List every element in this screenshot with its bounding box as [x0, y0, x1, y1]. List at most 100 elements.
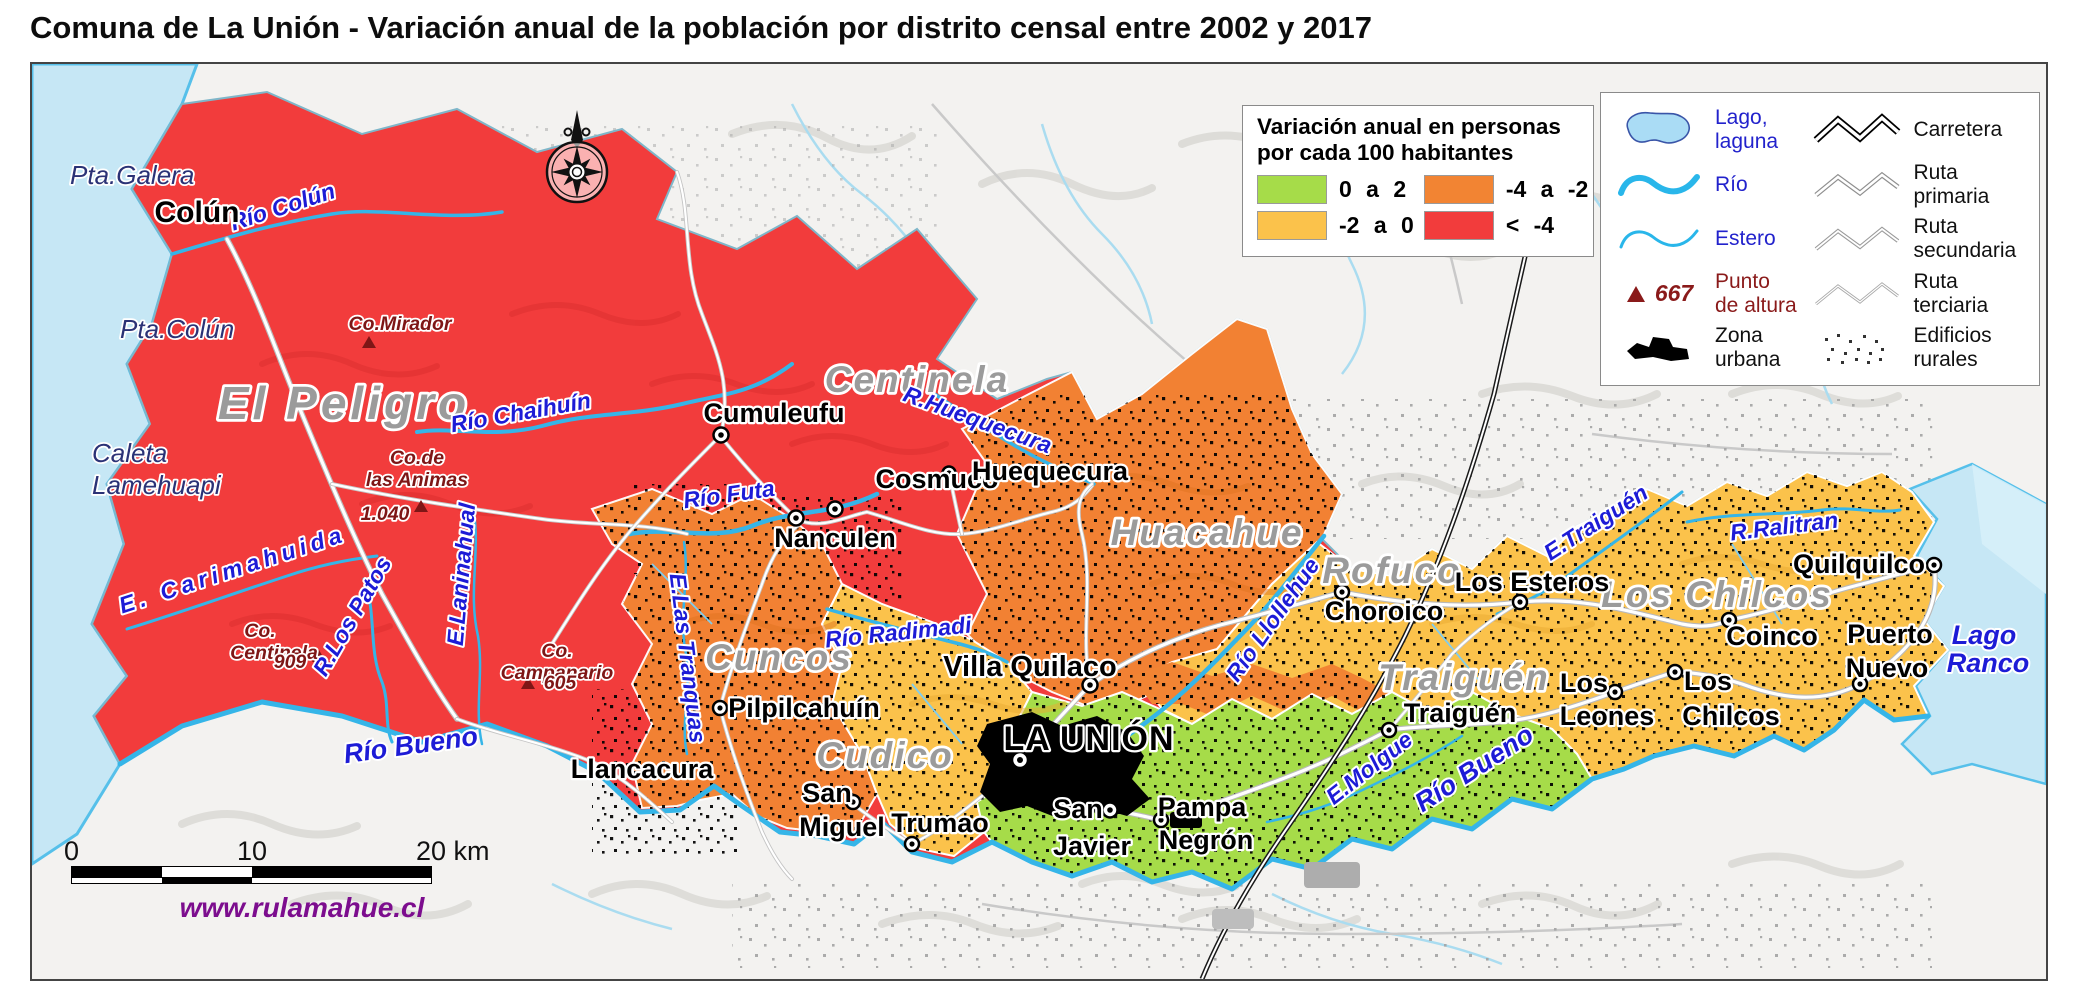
marker-coinco — [1720, 611, 1738, 629]
swatch-red — [1423, 211, 1494, 241]
label-lago-ranco-1: Lago — [1952, 620, 2017, 650]
scale-bar-bottom — [71, 878, 432, 884]
label-town-llancacura: Llancacura — [571, 754, 715, 784]
svg-text:1.040: 1.040 — [361, 503, 410, 525]
label-town-cumuleufu: Cumuleufu — [704, 398, 845, 428]
swatch-orange — [1423, 175, 1494, 205]
marker-huequecura — [941, 465, 957, 481]
legend-variation: Variación anual en personas por cada 100… — [1242, 105, 1594, 257]
marker-villa-quilaco — [1081, 676, 1099, 694]
peak-campanario-icon — [521, 677, 535, 689]
marker-cumuleufu — [712, 426, 730, 444]
legend-river: Río — [1613, 158, 1805, 212]
label-town-villa-quilaco: Villa Quilaco — [943, 651, 1117, 683]
label-town-cosmuco: Cosmuco — [875, 464, 998, 494]
label-town-pilpilcahuin: Pilpilcahuín — [728, 693, 880, 723]
legend-secondary-route: Ruta secundaria — [1811, 212, 2027, 266]
legend-rural-buildings: Edificios rurales — [1811, 321, 2027, 375]
peak-centinela-icon — [312, 650, 326, 662]
peak-labels: Co.Mirador Co.de las Animas 1.040 Co. Ce… — [228, 311, 615, 696]
marker-cosmuco — [826, 500, 844, 518]
label-town-los-leones-1: Los — [1560, 668, 1608, 698]
legend-variation-title-2: por cada 100 habitantes — [1257, 139, 1514, 165]
label-town-puerto-nuevo-2: Nuevo — [1846, 653, 1929, 683]
marker-choroico — [1333, 583, 1351, 601]
label-town-puerto-nuevo-1: Puerto — [1847, 619, 1933, 649]
svg-text:Co.de: Co.de — [390, 447, 444, 469]
rivers — [117, 209, 1931, 892]
lake-icon — [1613, 107, 1705, 153]
marker-pampa-negron — [1152, 811, 1170, 829]
legend-stream: Estero — [1613, 212, 1805, 266]
river-icon — [1613, 167, 1705, 203]
label-town-los-chilcos-1: Los — [1684, 666, 1732, 696]
legend-symbols: Lago, laguna Río Estero 667 Punto de al — [1600, 92, 2040, 386]
label-town-san-javier-2: Javier — [1053, 831, 1132, 861]
town-markers — [711, 426, 1943, 853]
marker-trumao — [903, 835, 921, 853]
legend-tertiary-route: Ruta terciaria — [1811, 267, 2027, 321]
marker-nanculen — [787, 509, 805, 527]
urban-areas — [977, 712, 1360, 929]
label-district-cudico: Cudico — [816, 735, 953, 776]
marker-san-miguel — [844, 793, 862, 811]
rural-buildings-icon — [1811, 328, 1903, 368]
legend-lake: Lago, laguna — [1613, 103, 1805, 157]
label-lago-ranco-2: Ranco — [1947, 648, 2030, 678]
label-town-san-miguel-1: San — [802, 778, 852, 808]
marker-la-union — [1010, 750, 1030, 770]
highway-icon — [1811, 110, 1903, 150]
page-title: Comuna de La Unión - Variación anual de … — [30, 10, 1372, 45]
peak-animas-icon — [414, 500, 428, 512]
legend-primary-route: Ruta primaria — [1811, 158, 2027, 212]
label-pta-galera: Pta.Galera — [70, 160, 194, 190]
swatch-yellow — [1257, 211, 1327, 241]
label-district-huacahue: Huacahue — [1111, 512, 1304, 553]
label-town-pampa-negron-1: Pampa — [1158, 792, 1248, 822]
legend-class--4--2: -4 a -2 — [1423, 172, 1588, 208]
urban-zone-icon — [1613, 331, 1705, 365]
label-town-san-javier-1: San — [1053, 794, 1103, 824]
scale-tick-20: 20 km — [416, 836, 490, 866]
secondary-route-icon — [1811, 221, 1903, 257]
svg-text:Co.: Co. — [244, 620, 275, 642]
label-town-nanculen: Nanculen — [774, 523, 896, 553]
legend-highway: Carretera — [1811, 103, 2027, 157]
district-labels: El Peligro Centinela Huacahue Cuncos Cud… — [215, 356, 1833, 779]
label-pta-colun: Pta.Colún — [120, 314, 234, 344]
label-district-rofuco: Rofuco — [1322, 550, 1461, 591]
label-district-traiguen: Traiguén — [1378, 657, 1550, 698]
primary-route-icon — [1811, 167, 1903, 203]
label-town-quilquilco: Quilquilco — [1793, 549, 1925, 579]
lago-ranco — [1900, 462, 2046, 786]
legend-urban: Zona urbana — [1613, 321, 1805, 375]
label-town-los-leones-2: Leones — [1560, 701, 1655, 731]
label-town-huequecura: Huequecura — [972, 456, 1129, 486]
coast-labels: Pta.Galera Pta.Colún Caleta Lamehuapi La… — [68, 158, 2031, 680]
peak-markers — [312, 336, 535, 689]
label-town-traiguen: Traiguén — [1404, 698, 1517, 728]
rural-buildings-gray-south — [732, 882, 1932, 968]
rio-bueno-river — [117, 697, 1931, 892]
label-town-la-union: LA UNIÓN — [1003, 720, 1174, 758]
svg-text:Co.Mirador: Co.Mirador — [349, 313, 453, 335]
town-labels: Colún Cumuleufu Cosmuco Nanculen Huequec… — [152, 194, 1935, 864]
legend-class-0-2: 0 a 2 — [1257, 172, 1414, 208]
label-district-centinela: Centinela — [825, 359, 1010, 400]
label-town-colun: Colún — [155, 196, 240, 229]
svg-text:909: 909 — [274, 651, 307, 673]
label-district-el-peligro: El Peligro — [218, 377, 470, 429]
stream-icon — [1613, 221, 1705, 257]
marker-los-esteros — [1511, 593, 1529, 611]
label-town-pampa-negron-2: Negrón — [1159, 825, 1254, 855]
credit-url: www.rulamahue.cl — [179, 892, 425, 923]
label-town-san-miguel-2: Miguel — [799, 812, 885, 842]
swatch-green — [1257, 175, 1327, 205]
scale-bar-top — [71, 866, 432, 878]
svg-text:Centinela: Centinela — [230, 642, 318, 664]
legend-class--2-0: -2 a 0 — [1257, 208, 1414, 244]
label-town-los-esteros: Los Esteros — [1455, 567, 1610, 597]
marker-pilpilcahuin — [711, 699, 729, 717]
label-district-cuncos: Cuncos — [705, 637, 853, 678]
marker-los-leones — [1606, 683, 1624, 701]
